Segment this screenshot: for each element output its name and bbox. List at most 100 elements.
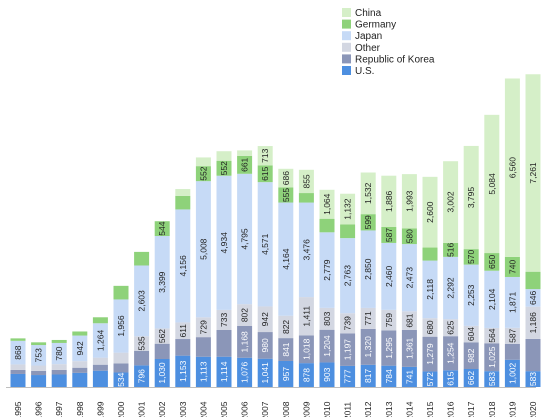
bar-segment-japan-1996 <box>31 345 47 366</box>
bar-segment-other-2010 <box>319 307 335 330</box>
legend-swatch-republic-of-korea <box>342 54 351 64</box>
bar-segment-u-s--2008 <box>278 360 294 387</box>
bar-segment-japan-1998 <box>72 335 88 362</box>
bar-segment-other-2017 <box>463 325 479 343</box>
x-tick-label-2003: 2003 <box>178 401 188 417</box>
bar-segment-other-2001 <box>134 336 150 351</box>
data-label-japan-2010: 2,779 <box>322 259 332 281</box>
bar-stack-2020: 583 1,186 646 7,261 <box>525 74 541 387</box>
data-label-u-s--2004: 1,113 <box>198 361 208 382</box>
data-label-u-s--2020: 583 <box>528 372 538 386</box>
bar-stack-2011: 777 1,197 739 2,763 1,132 <box>340 193 356 387</box>
bar-segment-germany-2018 <box>484 253 500 271</box>
bar-segment-germany-2009 <box>298 193 314 203</box>
data-label-other-2016: 625 <box>446 320 456 334</box>
bar-segment-other-1996 <box>31 365 47 371</box>
data-label-other-2013: 759 <box>384 313 394 327</box>
data-label-other-2010: 803 <box>322 311 332 325</box>
bar-segment-china-2006 <box>237 150 253 156</box>
data-label-china-2014: 1,993 <box>404 190 414 212</box>
data-label-china-2017: 3,795 <box>466 187 476 209</box>
data-label-germany-2019: 740 <box>507 260 517 274</box>
bar-stack-2008: 957 841 822 4,164 555 686 <box>278 168 294 387</box>
bar-segment-u-s--2004 <box>195 356 211 387</box>
bar-segment-germany-1998 <box>72 331 88 336</box>
data-label-u-s--2008: 957 <box>281 367 291 381</box>
bar-segment-u-s--2020 <box>525 371 541 387</box>
bar-segment-other-1998 <box>72 361 88 368</box>
x-tick-label-2012: 2012 <box>363 401 373 417</box>
bar-stack-2012: 817 1,320 771 2,850 599 1,532 <box>360 172 376 387</box>
data-label-other-2003: 611 <box>178 324 188 338</box>
bar-segment-other-2016 <box>443 319 459 337</box>
data-label-japan-1998: 942 <box>75 341 85 355</box>
data-label-republic-of-korea-2012: 1,320 <box>363 336 373 358</box>
data-label-japan-2005: 4,934 <box>219 232 229 254</box>
data-label-other-2007: 942 <box>260 312 270 326</box>
data-label-china-2013: 1,886 <box>384 190 394 212</box>
bar-segment-other-2004 <box>195 317 211 338</box>
data-label-china-2008: 686 <box>281 171 291 185</box>
data-label-japan-1997: 780 <box>54 346 64 360</box>
data-label-japan-2002: 3,399 <box>157 271 167 293</box>
bar-segment-u-s--1995 <box>10 373 26 387</box>
bar-segment-republic-of-korea-1996 <box>31 370 47 376</box>
bar-stack-2019: 1,002 587 1,871 740 6,560 <box>504 78 520 387</box>
x-tick-label-1998: 1998 <box>75 401 85 417</box>
bar-segment-republic-of-korea-2005 <box>216 329 232 357</box>
bar-segment-other-2009 <box>298 297 314 336</box>
bar-segment-u-s--2016 <box>443 370 459 387</box>
data-label-japan-2001: 2,603 <box>137 290 147 312</box>
bar-segment-other-2014 <box>401 311 417 330</box>
bar-segment-other-2006 <box>237 304 253 326</box>
bar-stack-1996: 753 <box>31 342 47 387</box>
data-label-u-s--2014: 741 <box>404 370 414 384</box>
bar-segment-republic-of-korea-2020 <box>525 338 541 372</box>
data-label-u-s--2010: 903 <box>322 367 332 381</box>
bar-segment-germany-1999 <box>92 317 108 324</box>
data-label-japan-2012: 2,850 <box>363 258 373 280</box>
bar-segment-japan-2012 <box>360 230 376 308</box>
bar-segment-other-1997 <box>51 364 67 370</box>
bar-segment-japan-2014 <box>401 244 417 312</box>
data-label-other-2001: 535 <box>137 336 147 350</box>
data-label-u-s--2017: 662 <box>466 371 476 385</box>
data-label-u-s--2019: 1,002 <box>507 362 517 384</box>
data-label-japan-2017: 2,253 <box>466 284 476 306</box>
data-label-other-2015: 680 <box>425 320 435 334</box>
bar-segment-china-2015 <box>422 176 438 248</box>
bar-segment-other-2007 <box>257 306 273 333</box>
data-label-u-s--2009: 878 <box>301 368 311 382</box>
bar-segment-u-s--1999 <box>92 370 108 387</box>
bar-segment-japan-2000 <box>113 299 129 353</box>
bar-segment-other-2012 <box>360 307 376 329</box>
bar-segment-republic-of-korea-2009 <box>298 335 314 364</box>
bar-segment-japan-2011 <box>340 238 356 314</box>
bar-segment-china-2011 <box>340 193 356 225</box>
bar-segment-u-s--2003 <box>175 355 191 387</box>
x-tick-label-2000: 2000 <box>116 401 126 417</box>
data-label-republic-of-korea-2015: 1,279 <box>425 343 435 365</box>
bar-segment-china-2008 <box>278 168 294 188</box>
bar-segment-china-2019 <box>504 78 520 257</box>
bar-segment-u-s--2015 <box>422 371 438 387</box>
bar-segment-republic-of-korea-1997 <box>51 369 67 375</box>
bar-segment-republic-of-korea-2013 <box>381 330 397 366</box>
x-tick-label-2009: 2009 <box>301 401 311 417</box>
bar-segment-other-2019 <box>504 327 520 344</box>
bar-segment-china-2014 <box>401 174 417 229</box>
bar-segment-japan-2015 <box>422 260 438 319</box>
bar-segment-china-2018 <box>484 114 500 254</box>
data-label-germany-2007: 615 <box>260 166 270 180</box>
x-tick-label-1999: 1999 <box>95 401 105 417</box>
data-label-other-2014: 681 <box>404 313 414 327</box>
bar-stack-2005: 1,114 733 4,934 552 <box>216 151 232 387</box>
x-tick-label-2013: 2013 <box>384 401 394 417</box>
x-tick-label-2008: 2008 <box>281 401 291 417</box>
data-label-other-2005: 733 <box>219 312 229 326</box>
bar-segment-republic-of-korea-2002 <box>154 343 170 359</box>
bar-segment-japan-2002 <box>154 236 170 329</box>
data-label-japan-2016: 2,292 <box>446 277 456 299</box>
data-label-germany-2005: 552 <box>219 161 229 175</box>
